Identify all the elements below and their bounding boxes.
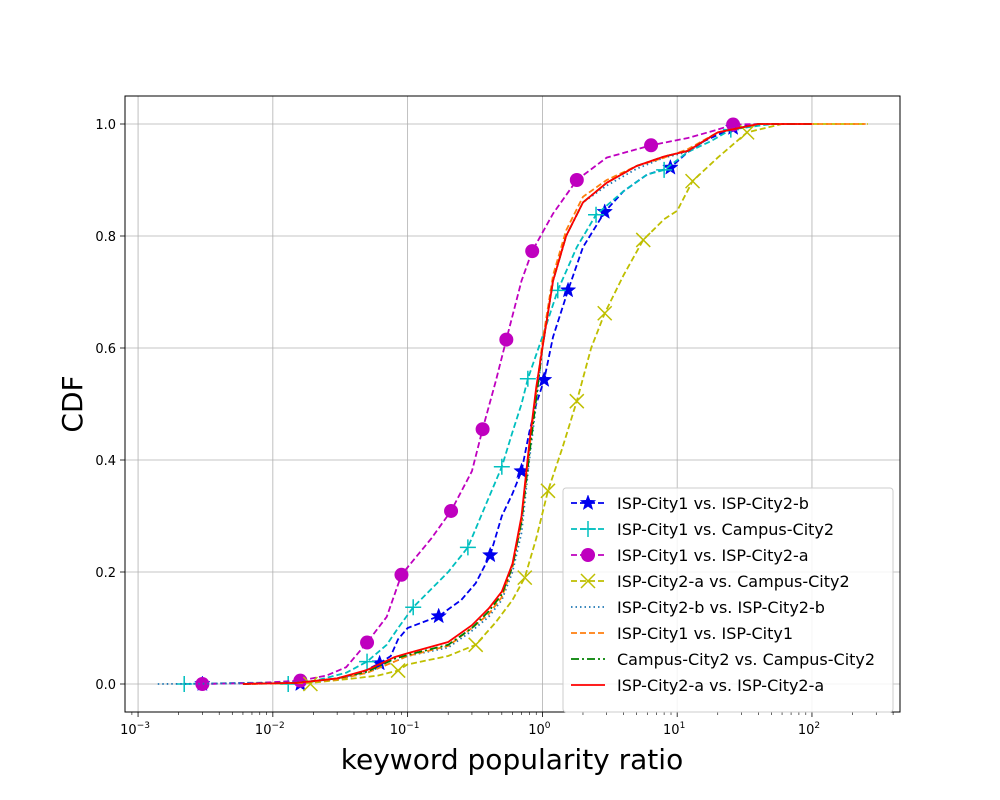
data-point [459,539,476,556]
data-point [597,305,613,321]
data-point [394,567,409,582]
y-tick-label: 0.4 [95,454,116,469]
y-tick-label: 0.0 [95,678,116,693]
legend-label: ISP-City2-a vs. ISP-City2-a [617,676,824,695]
data-point [559,281,577,298]
series [242,123,812,685]
x-tick-label: 10−1 [390,721,420,738]
data-point [499,332,514,347]
legend-label: ISP-City1 vs. Campus-City2 [617,520,834,539]
data-point [302,676,318,692]
data-point [360,635,375,650]
legend-entry: ISP-City1 vs. ISP-City1 [571,624,793,643]
data-point [390,663,406,679]
x-tick-label: 100 [528,721,551,738]
x-axis-label: keyword popularity ratio [341,743,683,776]
data-point [493,458,510,475]
grid [125,96,900,712]
y-tick-label: 0.8 [95,230,116,245]
data-point [635,232,651,248]
legend-label: ISP-City2-b vs. ISP-City2-b [617,598,825,617]
series-line [184,123,772,685]
data-point [540,483,556,499]
y-axis-label: CDF [56,375,89,432]
legend-entry: ISP-City1 vs. ISP-City2-a [571,546,809,565]
series-lines [157,117,868,692]
legend-entry: ISP-City2-b vs. ISP-City2-b [571,598,825,617]
data-point [569,173,584,187]
data-point [293,673,308,688]
data-point [596,203,614,219]
x-tick-label: 102 [798,721,820,738]
legend-label: Campus-City2 vs. Campus-City2 [617,650,875,669]
series-line [242,123,812,685]
series [242,123,868,692]
data-point [195,677,210,691]
data-point [656,161,673,178]
series-line [242,123,812,685]
data-point [468,637,484,653]
data-point [359,653,376,670]
data-point [444,503,459,518]
axis-ticks: 10−3 10−2 10−1 100 101 102 0.0 0.2 0.4 0.6 0.8 1.0 [95,118,894,738]
legend-entry: Campus-City2 vs. Campus-City2 [571,650,875,669]
data-point [430,607,447,624]
data-point [525,244,540,259]
y-tick-label: 0.6 [95,342,116,357]
data-point [685,173,701,189]
legend: ISP-City1 vs. ISP-City2-b ISP-City1 vs. C… [562,487,894,713]
data-point [405,599,422,616]
data-point [579,494,597,511]
data-point [481,546,499,563]
legend-box [562,487,894,713]
data-point [588,206,605,223]
x-tick-label: 101 [663,721,685,738]
legend-entry: ISP-City1 vs. Campus-City2 [571,520,834,539]
series [157,123,812,685]
series-line [157,123,812,685]
data-point [580,573,596,589]
legend-label: ISP-City2-a vs. Campus-City2 [617,572,850,591]
y-tick-label: 0.2 [95,566,116,581]
data-point [581,548,595,562]
data-point [644,138,659,153]
legend-label: ISP-City1 vs. ISP-City2-b [617,494,809,513]
y-tick-label: 1.0 [95,118,116,133]
data-point [519,370,536,387]
x-tick-label: 10−3 [120,721,150,738]
legend-label: ISP-City1 vs. ISP-City2-a [617,546,809,565]
legend-label: ISP-City1 vs. ISP-City1 [617,624,793,643]
series [242,123,812,685]
data-point [569,393,585,409]
legend-entry: ISP-City1 vs. ISP-City2-b [571,494,809,513]
data-point [580,521,596,537]
data-point [517,570,533,586]
x-tick-label: 10−2 [255,721,285,738]
legend-entry: ISP-City2-a vs. ISP-City2-a [571,676,824,695]
legend-entry: ISP-City2-a vs. Campus-City2 [571,572,850,591]
data-point [475,422,490,437]
